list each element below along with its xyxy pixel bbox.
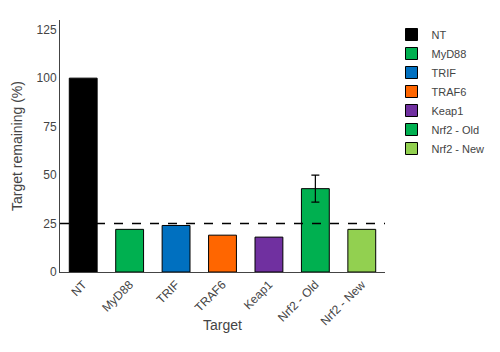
svg-text:Target: Target [203,317,242,333]
svg-text:MyD88: MyD88 [432,48,467,60]
svg-text:TRIF: TRIF [154,278,183,307]
svg-text:75: 75 [43,120,57,134]
svg-text:Nrf2 - Old: Nrf2 - Old [275,278,322,325]
svg-text:Nrf2 - New: Nrf2 - New [432,143,485,155]
svg-text:Keap1: Keap1 [241,278,276,313]
svg-text:NT: NT [432,29,447,41]
svg-text:TRAF6: TRAF6 [192,278,229,315]
svg-text:Nrf2 - New: Nrf2 - New [318,278,369,329]
svg-text:100: 100 [37,71,57,85]
svg-text:Keap1: Keap1 [432,105,464,117]
svg-text:50: 50 [43,168,57,182]
svg-text:Nrf2 - Old: Nrf2 - Old [432,124,480,136]
svg-text:0: 0 [50,265,57,279]
svg-text:NT: NT [68,277,90,299]
svg-text:125: 125 [37,23,57,37]
svg-text:MyD88: MyD88 [99,278,136,315]
svg-text:TRAF6: TRAF6 [432,86,467,98]
svg-text:25: 25 [43,217,57,231]
svg-text:Target remaining (%): Target remaining (%) [9,81,25,211]
svg-text:TRIF: TRIF [432,67,457,79]
